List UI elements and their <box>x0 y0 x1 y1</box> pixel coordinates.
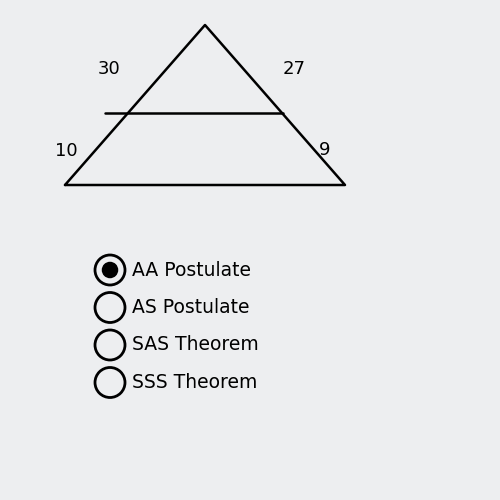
Text: SSS Theorem: SSS Theorem <box>132 373 258 392</box>
Text: 9: 9 <box>319 141 330 159</box>
Circle shape <box>102 262 118 278</box>
Text: 10: 10 <box>55 142 78 160</box>
Text: 30: 30 <box>97 60 120 78</box>
Text: AA Postulate: AA Postulate <box>132 260 252 280</box>
Text: SAS Theorem: SAS Theorem <box>132 336 259 354</box>
Text: AS Postulate: AS Postulate <box>132 298 250 317</box>
Text: 27: 27 <box>282 60 306 78</box>
